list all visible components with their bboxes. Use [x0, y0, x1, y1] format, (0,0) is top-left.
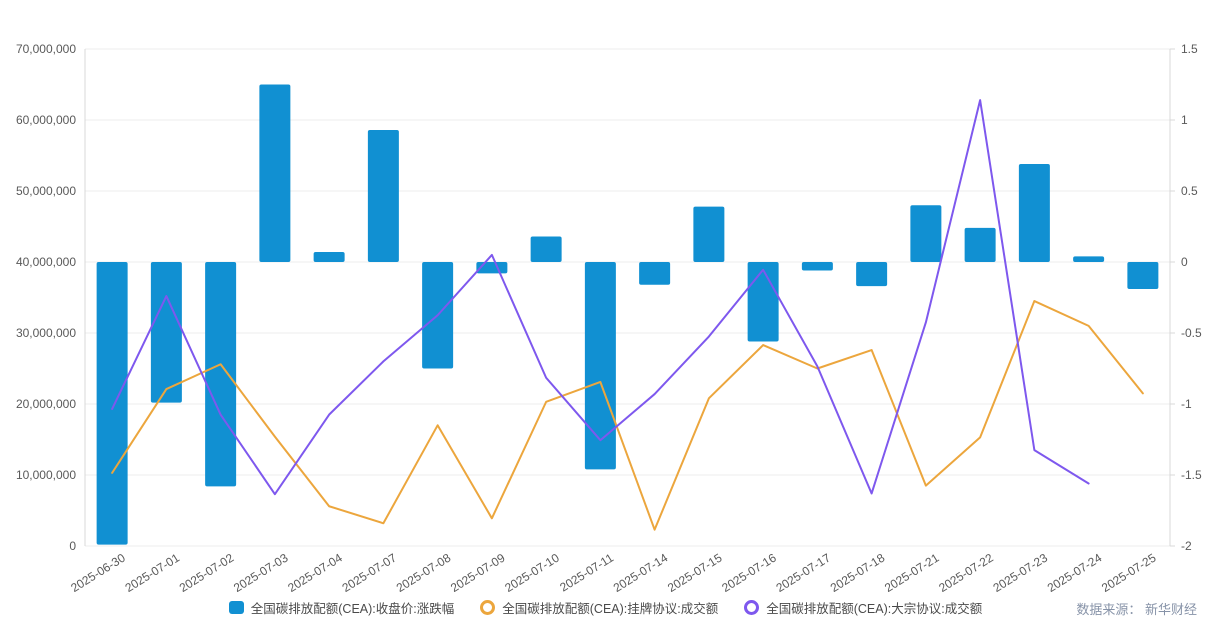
bar-2025-07-15[interactable]: [693, 206, 725, 262]
legend-item-close-price-change[interactable]: 全国碳排放配额(CEA):收盘价:涨跌幅: [228, 598, 455, 617]
x-tick-label: 2025-07-17: [773, 551, 833, 592]
chart-canvas: 0 10,000,000 20,000,000 30,000,000 40,000,00…: [16, 42, 1202, 595]
chart-legend: 全国碳排放配额(CEA):收盘价:涨跌幅 全国碳排放配额(CEA):挂牌协议:成…: [0, 598, 1211, 617]
x-tick-label: 2025-07-23: [990, 551, 1050, 592]
x-tick-label: 2025-07-08: [394, 551, 454, 592]
x-tick-label: 2025-07-15: [665, 551, 725, 592]
bar-2025-07-14[interactable]: [639, 262, 671, 285]
bar-2025-07-23[interactable]: [1018, 164, 1050, 262]
legend-label: 全国碳排放配额(CEA):收盘价:涨跌幅: [250, 602, 455, 616]
bar-2025-07-07[interactable]: [367, 129, 399, 262]
y-left-tick-label: 50,000,000: [16, 184, 76, 198]
bar-2025-07-11[interactable]: [584, 262, 616, 470]
legend-label: 全国碳排放配额(CEA):挂牌协议:成交额: [502, 602, 719, 616]
y-right-tick-label: 0: [1181, 255, 1188, 269]
y-left-tick-label: 20,000,000: [16, 397, 76, 411]
line-series-0[interactable]: [111, 300, 1144, 531]
x-tick-label: 2025-07-25: [1099, 551, 1159, 592]
x-tick-label: 2025-07-03: [231, 551, 291, 592]
x-tick-label: 2025-07-24: [1045, 551, 1105, 592]
bar-2025-07-02[interactable]: [205, 262, 237, 487]
y-right-tick-label: -1: [1181, 397, 1192, 411]
x-tick-label: 2025-07-14: [611, 551, 671, 592]
bar-2025-07-24[interactable]: [1073, 256, 1105, 262]
bar-2025-07-17[interactable]: [801, 262, 833, 271]
data-source-note: 数据来源： 新华财经: [1076, 602, 1197, 617]
x-tick-label: 2025-07-16: [719, 551, 779, 592]
bar-2025-07-18[interactable]: [856, 262, 888, 287]
x-tick-label: 2025-07-11: [557, 551, 616, 592]
bar-2025-06-30[interactable]: [96, 262, 128, 545]
x-tick-label: 2025-07-18: [828, 551, 888, 592]
y-right-tick-label: -2: [1181, 539, 1192, 553]
x-tick-label: 2025-07-01: [122, 551, 182, 592]
y-left-tick-label: 40,000,000: [16, 255, 76, 269]
x-tick-label: 2025-07-22: [936, 551, 996, 592]
y-right-tick-label: 0.5: [1181, 184, 1198, 198]
bar-2025-07-25[interactable]: [1127, 262, 1159, 289]
y-left-tick-label: 30,000,000: [16, 326, 76, 340]
x-tick-label: 2025-07-21: [882, 551, 942, 592]
legend-item-block-agreement-turnover[interactable]: 全国碳排放配额(CEA):大宗协议:成交额: [744, 598, 982, 617]
y-right-tick-label: -0.5: [1181, 326, 1202, 340]
bar-2025-07-03[interactable]: [259, 84, 291, 263]
line-series-1[interactable]: [111, 99, 1090, 496]
y-left-tick-label: 60,000,000: [16, 113, 76, 127]
bar-2025-07-01[interactable]: [150, 262, 182, 403]
y-right-tick-label: 1: [1181, 113, 1188, 127]
x-tick-label: 2025-07-07: [339, 551, 399, 592]
y-left-tick-label: 70,000,000: [16, 42, 76, 56]
bar-2025-07-21[interactable]: [910, 205, 942, 262]
legend-item-listed-agreement-turnover[interactable]: 全国碳排放配额(CEA):挂牌协议:成交额: [480, 598, 718, 617]
purple-line-marker-icon: [744, 600, 760, 615]
legend-label: 全国碳排放配额(CEA):大宗协议:成交额: [766, 602, 983, 616]
x-tick-label: 2025-07-09: [448, 551, 508, 592]
y-right-tick-label: 1.5: [1181, 42, 1198, 56]
bar-2025-07-04[interactable]: [313, 252, 345, 262]
bar-2025-07-16[interactable]: [747, 262, 779, 342]
bar-2025-07-10[interactable]: [530, 236, 562, 262]
bar-series-marker-icon: [228, 601, 244, 614]
y-left-tick-label: 0: [69, 539, 76, 553]
y-left-tick-label: 10,000,000: [16, 468, 76, 482]
x-tick-label: 2025-06-30: [68, 551, 128, 592]
x-tick-label: 2025-07-10: [502, 551, 562, 592]
orange-line-marker-icon: [480, 600, 496, 615]
y-right-tick-label: -1.5: [1181, 468, 1202, 482]
x-tick-label: 2025-07-02: [177, 551, 237, 592]
bar-2025-07-22[interactable]: [964, 227, 996, 262]
x-tick-label: 2025-07-04: [285, 551, 345, 592]
